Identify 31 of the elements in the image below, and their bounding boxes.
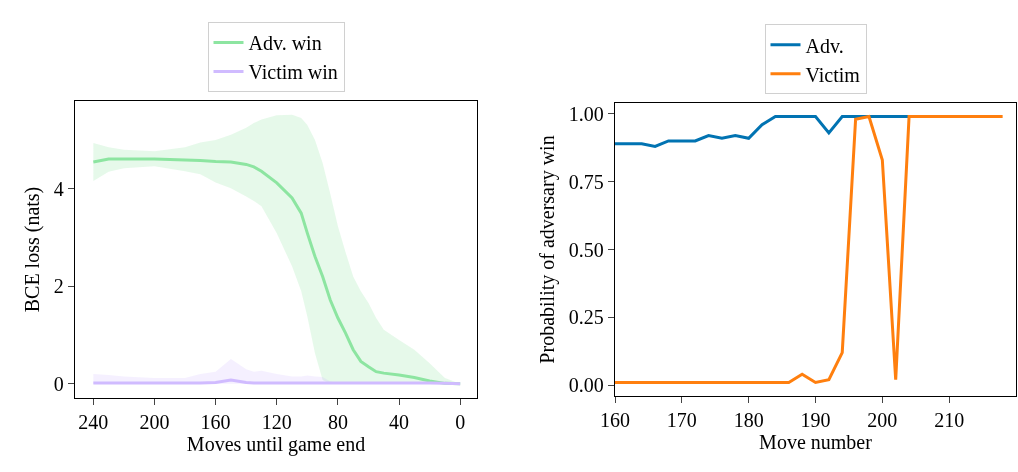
y-tick-label: 0.75 — [568, 170, 604, 193]
y-tick-label: 0.25 — [568, 306, 604, 329]
legend-label: Adv. — [805, 34, 844, 57]
x-tick-label: 180 — [733, 409, 764, 432]
legend-label: Adv. win — [248, 32, 322, 55]
x-tick-label: 200 — [867, 409, 898, 432]
x-tick-label: 170 — [666, 409, 697, 432]
y-tick-label: 1.00 — [568, 102, 604, 125]
x-axis-title: Moves until game end — [186, 433, 366, 457]
legend-label: Victim win — [248, 61, 338, 84]
x-tick-label: 190 — [800, 409, 831, 432]
x-axis-title: Move number — [759, 431, 873, 454]
x-tick-label: 200 — [139, 411, 170, 434]
y-tick-label: 2 — [53, 275, 64, 298]
x-tick-label: 160 — [600, 409, 630, 432]
y-tick-label: 4 — [53, 177, 64, 200]
y-axis-title: Probability of adversary win — [536, 135, 560, 364]
line-series — [615, 115, 1005, 384]
x-tick-label: 210 — [934, 409, 965, 432]
y-tick-label: 0 — [53, 372, 64, 395]
y-tick-label: 0.00 — [568, 374, 604, 397]
x-tick-label: 120 — [261, 411, 292, 434]
x-tick-label: 40 — [389, 411, 410, 434]
x-tick-label: 160 — [200, 411, 231, 434]
legend-label: Victim — [805, 63, 861, 86]
line-series — [615, 115, 911, 148]
x-tick-label: 0 — [455, 411, 466, 434]
x-tick-label: 240 — [78, 411, 109, 434]
y-axis-title: BCE loss (nats) — [21, 186, 45, 313]
y-tick-label: 0.50 — [568, 238, 604, 261]
x-tick-label: 80 — [327, 411, 348, 434]
